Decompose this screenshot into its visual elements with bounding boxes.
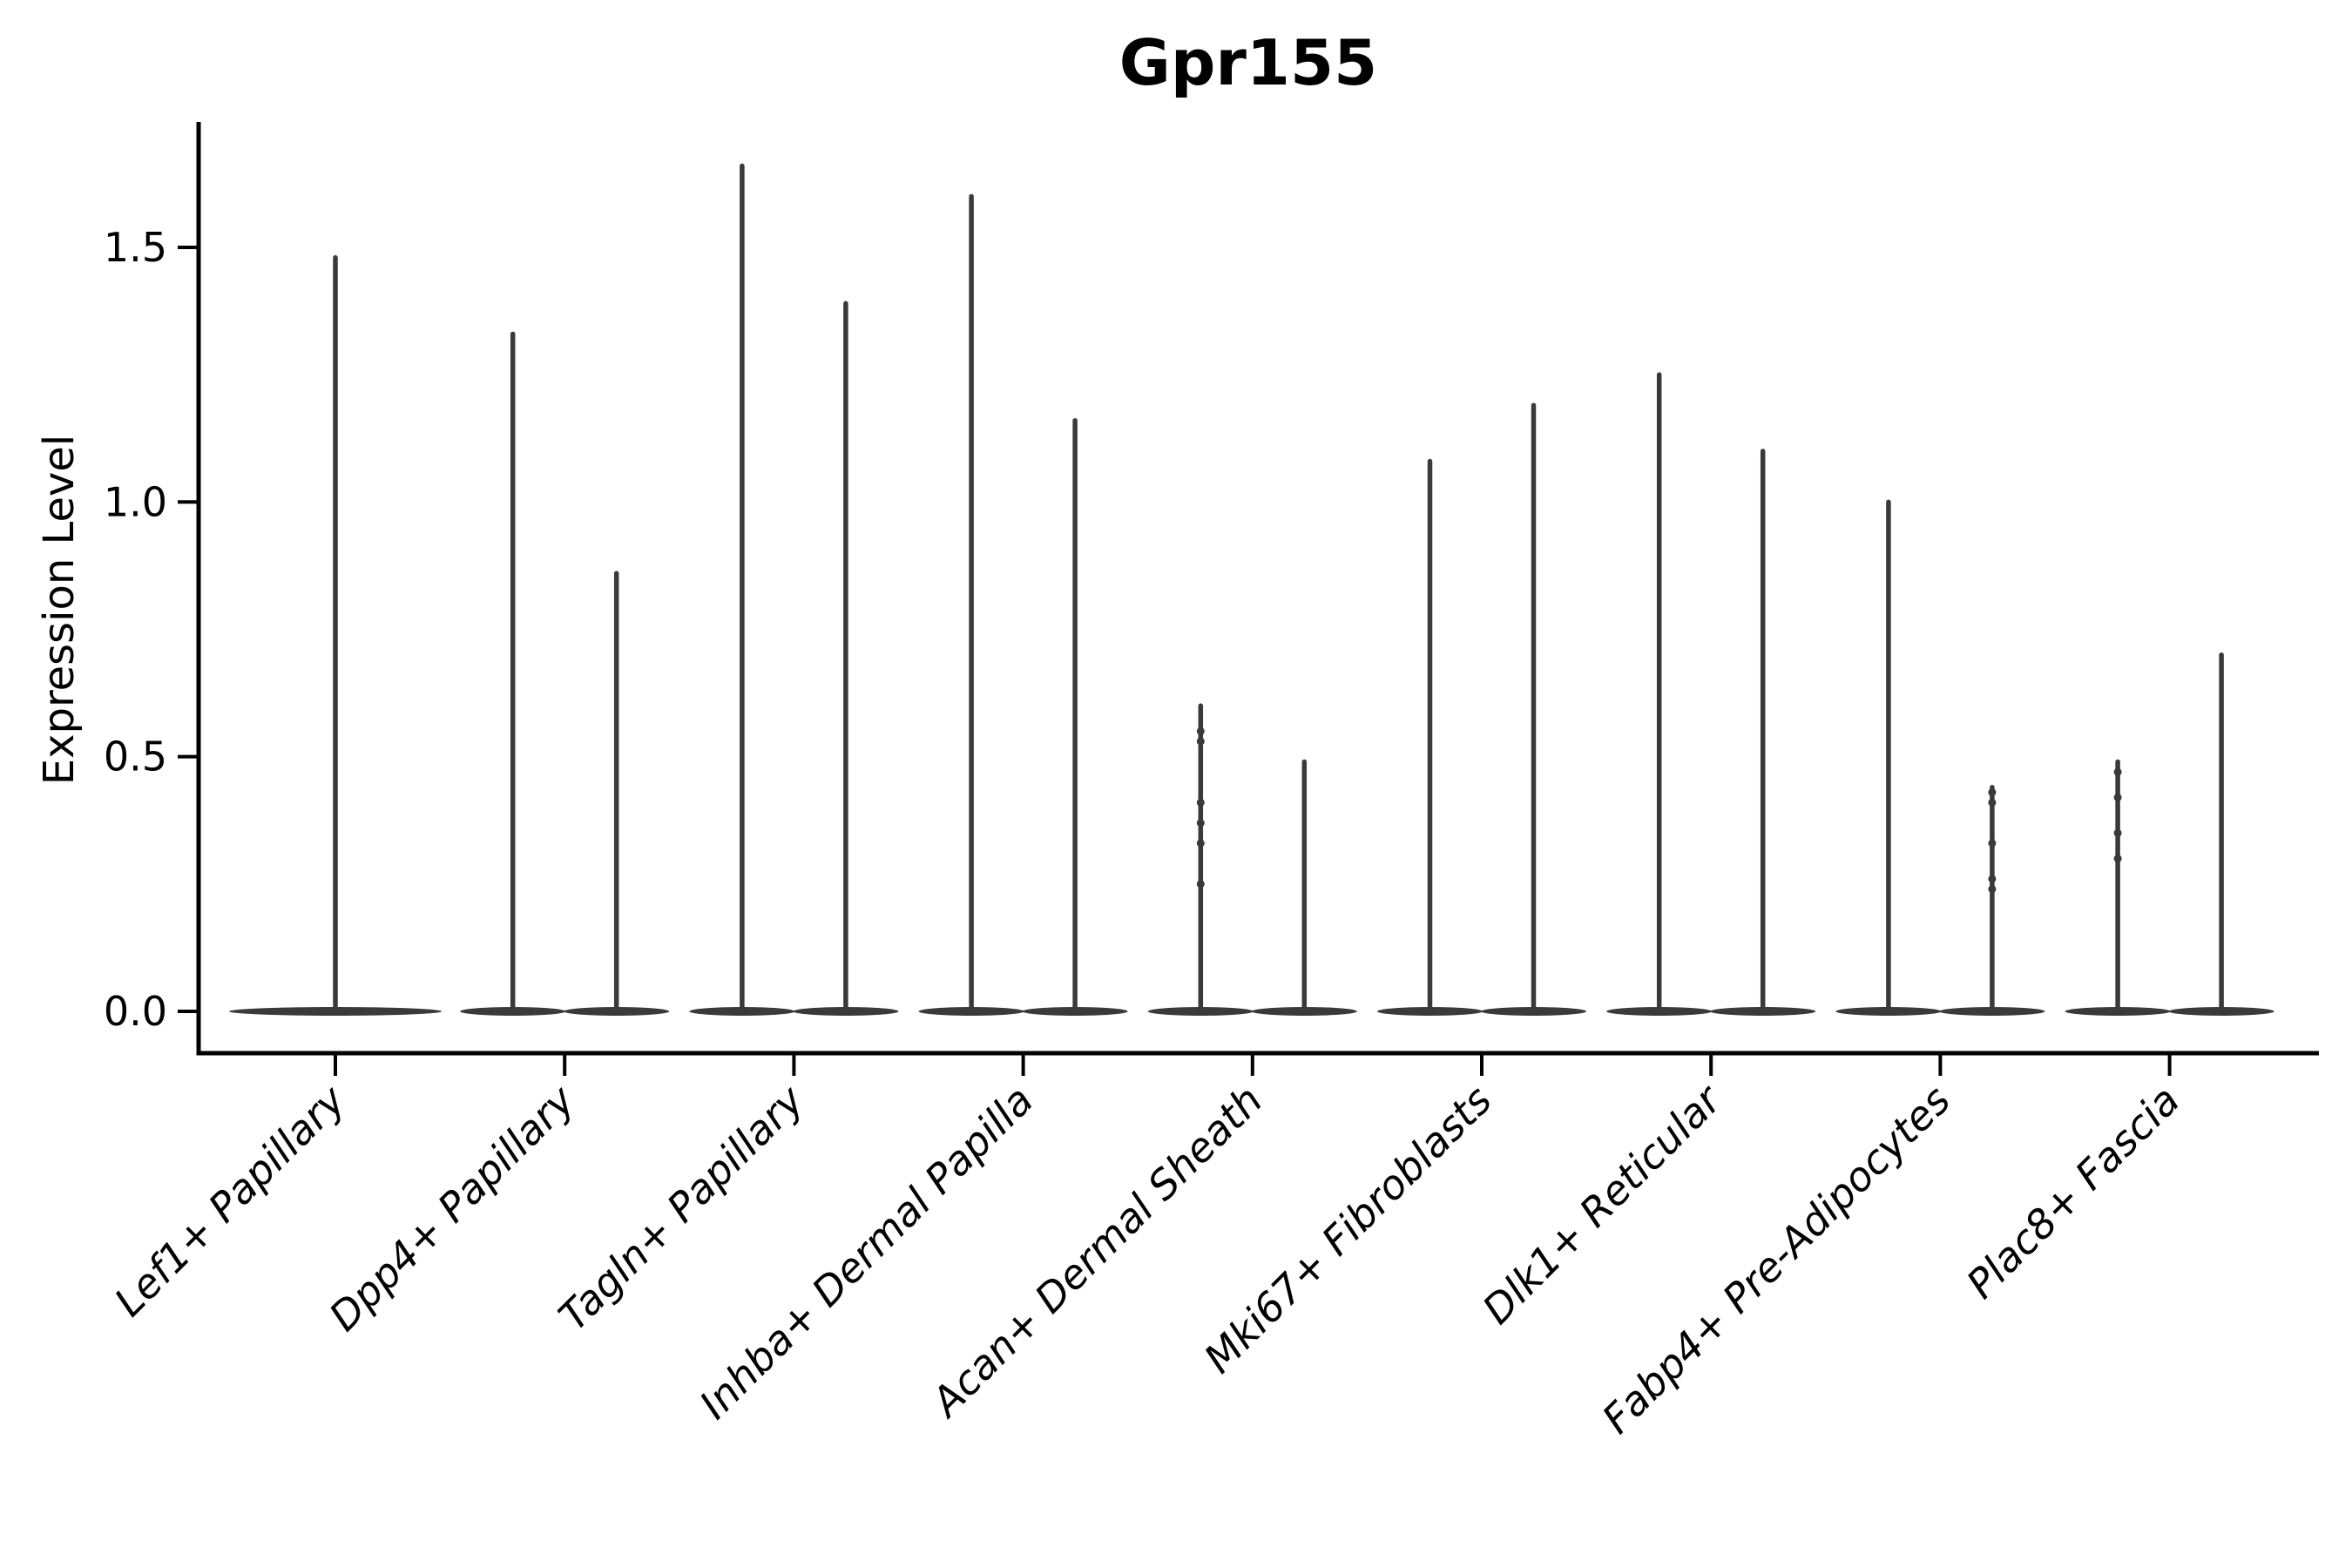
violin-dot (1196, 839, 1205, 848)
violin-dot (1988, 798, 1997, 807)
violin-dot (1988, 885, 1997, 894)
x-tick-label: Plac8+ Fascia (1957, 1077, 2188, 1308)
violin-dot (2113, 855, 2122, 863)
violin-dot (2113, 767, 2122, 776)
violin-dot (1988, 839, 1997, 848)
x-tick-label: Dpp4+ Papillary (320, 1076, 584, 1340)
x-tick-label: Dlk1+ Reticular (1473, 1074, 1732, 1333)
violin-dot (1196, 737, 1205, 746)
violin-dot (1196, 727, 1205, 735)
violin-dot (1988, 875, 1997, 883)
violin-dot (1196, 819, 1205, 828)
y-tick-label: 0.5 (104, 733, 167, 781)
violin-dot (2113, 793, 2122, 801)
violin-dot (1196, 880, 1205, 889)
violin-dot (2113, 828, 2122, 837)
plot-title: Gpr155 (1119, 26, 1378, 99)
x-tick-label: Lef1+ Papillary (105, 1076, 355, 1325)
violin-dot (1196, 798, 1205, 807)
y-tick-label: 1.0 (104, 478, 167, 525)
y-tick-label: 1.5 (104, 224, 167, 271)
violin-dot (1988, 788, 1997, 797)
x-tick-label: Tagln+ Papillary (550, 1076, 814, 1340)
y-tick-label: 0.0 (104, 988, 167, 1035)
